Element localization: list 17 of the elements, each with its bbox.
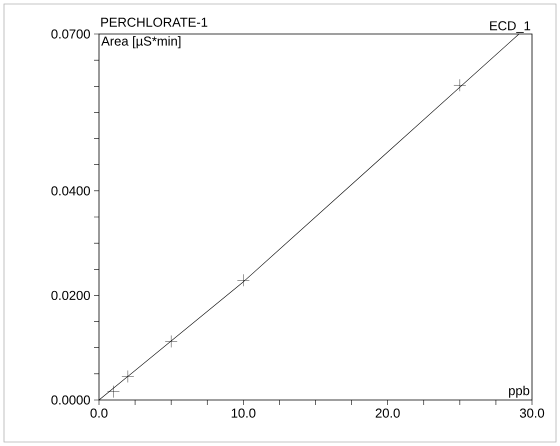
x-tick-label: 30.0 (520, 408, 544, 418)
y-tick-label: 0.0000 (51, 395, 90, 405)
y-tick-label: 0.0200 (51, 290, 90, 300)
point (164, 335, 178, 348)
x-tick-label: 10.0 (232, 408, 256, 418)
point (237, 274, 250, 286)
chart-title: PERCHLORATE-1 (101, 18, 208, 27)
x-axis-title: ppb (509, 386, 530, 398)
point (122, 370, 134, 383)
point (454, 79, 466, 92)
y-tick-label: 0.0700 (51, 29, 90, 39)
text: ECD_1 (490, 21, 530, 33)
y-axis-title: Area [µS*min] (101, 36, 180, 48)
x-tick-label: 20.0 (376, 408, 400, 418)
x-tick-label: 0.0 (90, 408, 108, 418)
y-tick-label: 0.0400 (51, 186, 90, 196)
point (107, 385, 120, 398)
